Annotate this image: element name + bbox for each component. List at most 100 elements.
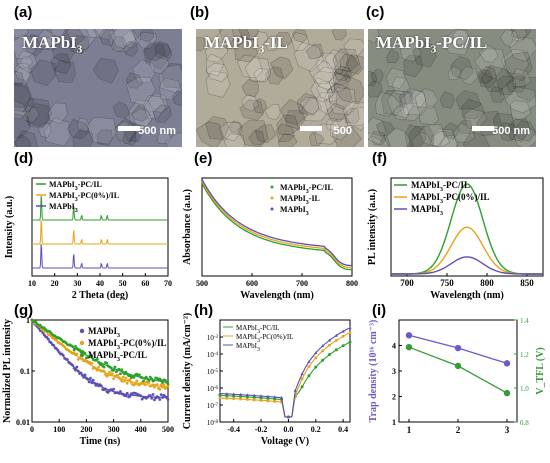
sem-grain: [285, 109, 305, 130]
sem-grain: [148, 52, 169, 75]
x-tick-label: 10: [28, 279, 36, 288]
sem-grain: [387, 89, 415, 118]
sem-grain: [370, 69, 384, 83]
sem-grain: [96, 129, 113, 146]
iv-data-point: [245, 393, 249, 397]
trpl-chart: Time (ns) Normalized PL intensity 0 100 200 3…: [2, 316, 174, 447]
legend-marker: [270, 185, 274, 189]
sem-grain: [312, 66, 337, 91]
iv-data-point: [348, 325, 352, 329]
sem-grain: [205, 116, 230, 141]
sem-grain: [44, 117, 71, 147]
iv-data-point: [327, 353, 331, 357]
sem-grain: [14, 99, 28, 120]
sem-grain: [439, 91, 456, 109]
sem-grain: [125, 72, 144, 89]
pl-chart: Wavelength (nm) PL intensity (a.u.) 700 750…: [367, 177, 544, 300]
sem-grain: [154, 41, 172, 60]
sem-grain: [339, 53, 359, 73]
legend-label: MAPbI3: [411, 204, 443, 217]
sem-grain: [196, 121, 224, 147]
y-tick-label: 10-8: [207, 419, 219, 427]
panel-label-a: (a): [14, 4, 33, 21]
x-tick-label: 400: [135, 425, 147, 434]
y-tick-label-right: 1.2: [520, 351, 529, 359]
legend-label: MAPbI3-PC/IL: [280, 183, 333, 195]
sem-grain: [414, 88, 439, 109]
sem-grain: [501, 48, 530, 75]
sem-grain: [20, 56, 34, 69]
sem-grain: [506, 118, 531, 142]
trpl-data-point: [166, 398, 170, 401]
y-tick-label-left: 3: [392, 367, 396, 376]
plot-frame: [398, 319, 518, 423]
sem-grain: [122, 41, 138, 58]
iv-data-point: [238, 392, 243, 396]
sem-grain: [504, 86, 536, 114]
sem-grain: [148, 92, 169, 113]
trpl-data-point: [119, 372, 122, 376]
trpl-data-point: [87, 380, 91, 384]
sem-grain: [14, 29, 29, 39]
sem-grain: [248, 129, 265, 146]
sem-grain: [264, 104, 281, 121]
sem-grain: [509, 100, 532, 121]
sem-grain: [375, 91, 401, 117]
panel-label-i: (i): [372, 302, 387, 319]
legend-label: MAPbI3-PC(0%)/IL: [236, 333, 293, 344]
sem-grain: [440, 134, 459, 147]
sem-grain: [331, 29, 347, 41]
sem-grain: [135, 31, 158, 49]
sem-grain: [14, 112, 31, 139]
sem-grain: [14, 70, 24, 86]
sem-grain: [130, 108, 153, 128]
sem-grain: [159, 77, 182, 101]
sem-grain: [14, 82, 32, 108]
sem-grain: [430, 128, 459, 147]
sem-grain: [253, 67, 270, 83]
sem-grain: [126, 76, 157, 106]
sem-grain: [490, 85, 506, 103]
sem-grain: [132, 59, 156, 84]
x-axis-label: 2 Theta (deg): [72, 290, 128, 300]
trpl-data-point: [110, 372, 114, 376]
sem-grain: [512, 68, 532, 88]
sem-grain: [14, 134, 32, 147]
scale-label-a: 500 nm: [138, 125, 176, 137]
legend-label: MAPbI3-IL: [280, 194, 320, 206]
sem-grain: [14, 130, 39, 147]
sem-grain: [368, 80, 383, 98]
sem-grain: [310, 77, 334, 103]
sem-grain: [308, 59, 336, 84]
sem-grain: [386, 67, 407, 89]
y-axis-label: Intensity (a.u.): [4, 196, 15, 259]
sem-grain: [30, 59, 56, 87]
sem-grain: [50, 29, 66, 38]
x-tick-label: 600: [246, 279, 258, 288]
panel-label-g: (g): [14, 302, 34, 319]
sem-grain: [511, 29, 528, 42]
x-tick-label: 0.2: [311, 425, 321, 434]
sem-grain: [398, 102, 421, 121]
panel-label-c: (c): [366, 4, 385, 21]
trpl-data-point: [158, 398, 162, 401]
sem-grain: [510, 29, 532, 41]
trpl-data-point: [135, 379, 139, 383]
trpl-data-point: [90, 361, 94, 365]
x-axis-label: Wavelength (nm): [240, 290, 314, 300]
panel-label-d: (d): [14, 150, 34, 167]
xrd-series-line: [32, 244, 168, 269]
scale-bar-b: [300, 126, 322, 131]
sem-grain: [158, 64, 182, 93]
sem-grain: [342, 101, 364, 126]
trpl-data-point: [162, 383, 166, 387]
sem-grain: [66, 29, 98, 51]
sem-grain: [324, 49, 349, 74]
sem-grain: [450, 56, 474, 81]
sem-grain: [121, 30, 140, 49]
x-tick-label: -0.2: [255, 425, 268, 434]
sem-grain: [345, 54, 364, 75]
trpl-data-point: [124, 376, 128, 380]
sem-grain: [474, 48, 507, 80]
y-tick-label: 10-6: [207, 385, 219, 393]
